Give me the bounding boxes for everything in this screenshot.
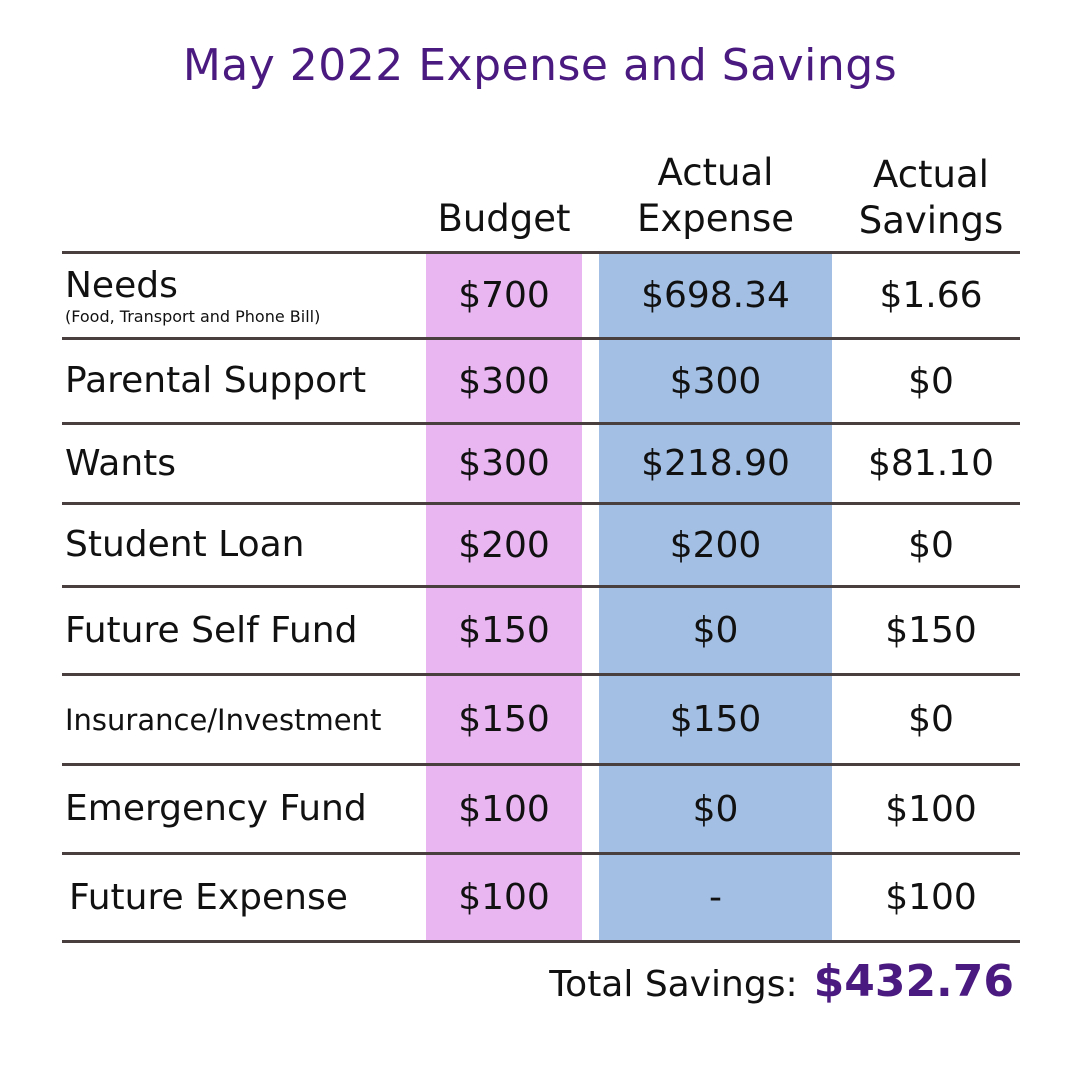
actual-savings-cell: $0 [908,699,954,740]
table-rule [62,763,1020,766]
table-row: Insurance/Investment $150 $150 $0 [62,676,1020,763]
row-category: Needs [65,264,178,306]
budget-cell: $100 [458,877,550,918]
table-row: Parental Support $300 $300 $0 [62,340,1020,422]
actual-savings-cell: $100 [885,877,977,918]
actual-expense-cell: $0 [692,610,739,651]
row-category-note: (Food, Transport and Phone Bill) [65,306,321,326]
budget-cell: $200 [458,524,550,566]
table-rule [62,852,1020,855]
actual-expense-column-highlight [599,252,832,942]
page-title: May 2022 Expense and Savings [182,40,898,91]
actual-savings-cell: $0 [908,524,954,566]
table-rule [62,502,1020,505]
actual-expense-cell: $218.90 [641,443,790,484]
actual-expense-cell: $150 [669,699,762,740]
budget-header: Budget [437,197,571,240]
table-rule [62,337,1020,340]
budget-cell: $100 [458,788,550,830]
table-row: Emergency Fund $100 $0 $100 [62,766,1020,852]
total-savings: Total Savings: $432.76 [549,956,1014,1007]
table-row: Needs (Food, Transport and Phone Bill) $… [62,254,1020,337]
row-category: Parental Support [65,360,367,401]
row-category: Future Self Fund [65,609,358,651]
row-category: Insurance/Investment [65,702,382,737]
row-category: Emergency Fund [65,788,367,829]
table-rule [62,422,1020,425]
budget-column-highlight [426,252,582,942]
actual-expense-cell: $300 [669,360,762,402]
budget-cell: $700 [458,275,550,316]
budget-cell: $300 [458,360,550,402]
actual-savings-cell: $100 [885,788,977,830]
actual-savings-cell: $0 [908,360,954,402]
actual-expense-header: Actual Expense [636,151,794,240]
row-category: Wants [65,442,177,484]
actual-savings-header: Actual Savings [858,153,1004,242]
actual-expense-cell: $0 [692,788,739,830]
table-rule [62,251,1020,254]
table-row: Student Loan $200 $200 $0 [62,505,1020,585]
row-category: Future Expense [69,876,348,918]
actual-expense-cell: - [709,877,722,918]
actual-expense-cell: $698.34 [641,275,790,316]
total-savings-value: $432.76 [813,956,1014,1007]
table-rule [62,940,1020,943]
actual-savings-cell: $81.10 [868,443,994,484]
budget-cell: $150 [458,610,550,651]
row-category: Student Loan [65,524,305,565]
budget-cell: $300 [458,443,550,484]
actual-expense-cell: $200 [669,524,762,566]
table-row: Wants $300 $218.90 $81.10 [62,425,1020,502]
actual-savings-cell: $1.66 [879,275,983,316]
table-row: Future Expense $100 - $100 [62,855,1020,940]
table-row: Future Self Fund $150 $0 $150 [62,588,1020,673]
table-rule [62,585,1020,588]
total-savings-label: Total Savings: [549,964,798,1005]
table-rule [62,673,1020,676]
budget-cell: $150 [458,699,550,740]
actual-savings-cell: $150 [885,610,977,651]
